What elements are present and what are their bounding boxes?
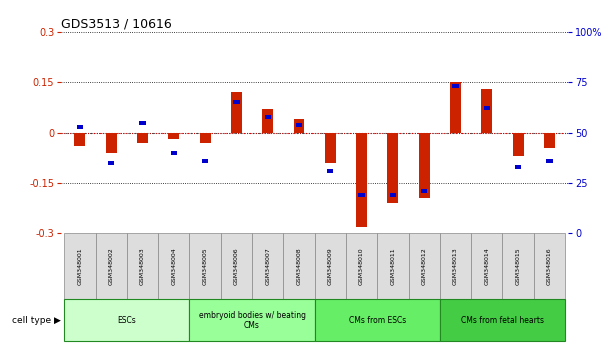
Bar: [158, 234, 189, 299]
Bar: [170, 151, 177, 155]
Bar: [546, 159, 552, 163]
Text: GSM348011: GSM348011: [390, 247, 395, 285]
Bar: [315, 234, 346, 299]
Text: GSM348010: GSM348010: [359, 247, 364, 285]
Bar: [534, 234, 565, 299]
Bar: [325, 133, 336, 163]
Bar: [315, 299, 440, 341]
Text: CMs from ESCs: CMs from ESCs: [349, 316, 406, 325]
Bar: [356, 133, 367, 227]
Bar: [127, 234, 158, 299]
Bar: [293, 119, 304, 133]
Bar: [139, 121, 145, 125]
Text: ESCs: ESCs: [117, 316, 136, 325]
Bar: [200, 133, 211, 143]
Bar: [189, 234, 221, 299]
Bar: [481, 89, 492, 133]
Text: embryoid bodies w/ beating
CMs: embryoid bodies w/ beating CMs: [199, 310, 306, 330]
Text: GSM348007: GSM348007: [265, 247, 270, 285]
Text: GSM348004: GSM348004: [171, 247, 177, 285]
Text: GSM348008: GSM348008: [296, 247, 301, 285]
Bar: [296, 122, 302, 127]
Text: CMs from fetal hearts: CMs from fetal hearts: [461, 316, 544, 325]
Text: GSM348002: GSM348002: [109, 247, 114, 285]
Text: GSM348001: GSM348001: [78, 247, 82, 285]
Bar: [440, 234, 471, 299]
Bar: [189, 299, 315, 341]
Bar: [346, 234, 377, 299]
Bar: [262, 109, 273, 133]
Bar: [387, 133, 398, 203]
Bar: [515, 165, 521, 169]
Text: GSM348006: GSM348006: [234, 247, 239, 285]
Bar: [450, 82, 461, 133]
Bar: [471, 234, 502, 299]
Bar: [359, 193, 365, 197]
Bar: [409, 234, 440, 299]
Bar: [502, 234, 534, 299]
Bar: [284, 234, 315, 299]
Bar: [327, 169, 334, 173]
Bar: [419, 133, 430, 198]
Bar: [231, 92, 242, 133]
Text: GSM348005: GSM348005: [203, 247, 208, 285]
Bar: [452, 84, 459, 88]
Bar: [64, 234, 95, 299]
Bar: [64, 299, 189, 341]
Bar: [95, 234, 127, 299]
Bar: [513, 133, 524, 156]
Bar: [233, 101, 240, 104]
Bar: [108, 161, 114, 165]
Bar: [421, 189, 427, 193]
Text: GSM348012: GSM348012: [422, 247, 426, 285]
Bar: [544, 133, 555, 148]
Text: GSM348015: GSM348015: [516, 247, 521, 285]
Text: GSM348013: GSM348013: [453, 247, 458, 285]
Bar: [440, 299, 565, 341]
Bar: [265, 115, 271, 119]
Text: GDS3513 / 10616: GDS3513 / 10616: [61, 18, 172, 31]
Bar: [390, 193, 396, 197]
Text: GSM348016: GSM348016: [547, 247, 552, 285]
Bar: [377, 234, 409, 299]
Bar: [106, 133, 117, 153]
Bar: [252, 234, 284, 299]
Text: GSM348009: GSM348009: [328, 247, 333, 285]
Bar: [221, 234, 252, 299]
Text: GSM348003: GSM348003: [140, 247, 145, 285]
Text: cell type ▶: cell type ▶: [12, 316, 61, 325]
Text: GSM348014: GSM348014: [485, 247, 489, 285]
Bar: [484, 107, 490, 110]
Bar: [202, 159, 208, 163]
Bar: [75, 133, 86, 146]
Bar: [168, 133, 179, 139]
Bar: [77, 125, 83, 129]
Bar: [137, 133, 148, 143]
